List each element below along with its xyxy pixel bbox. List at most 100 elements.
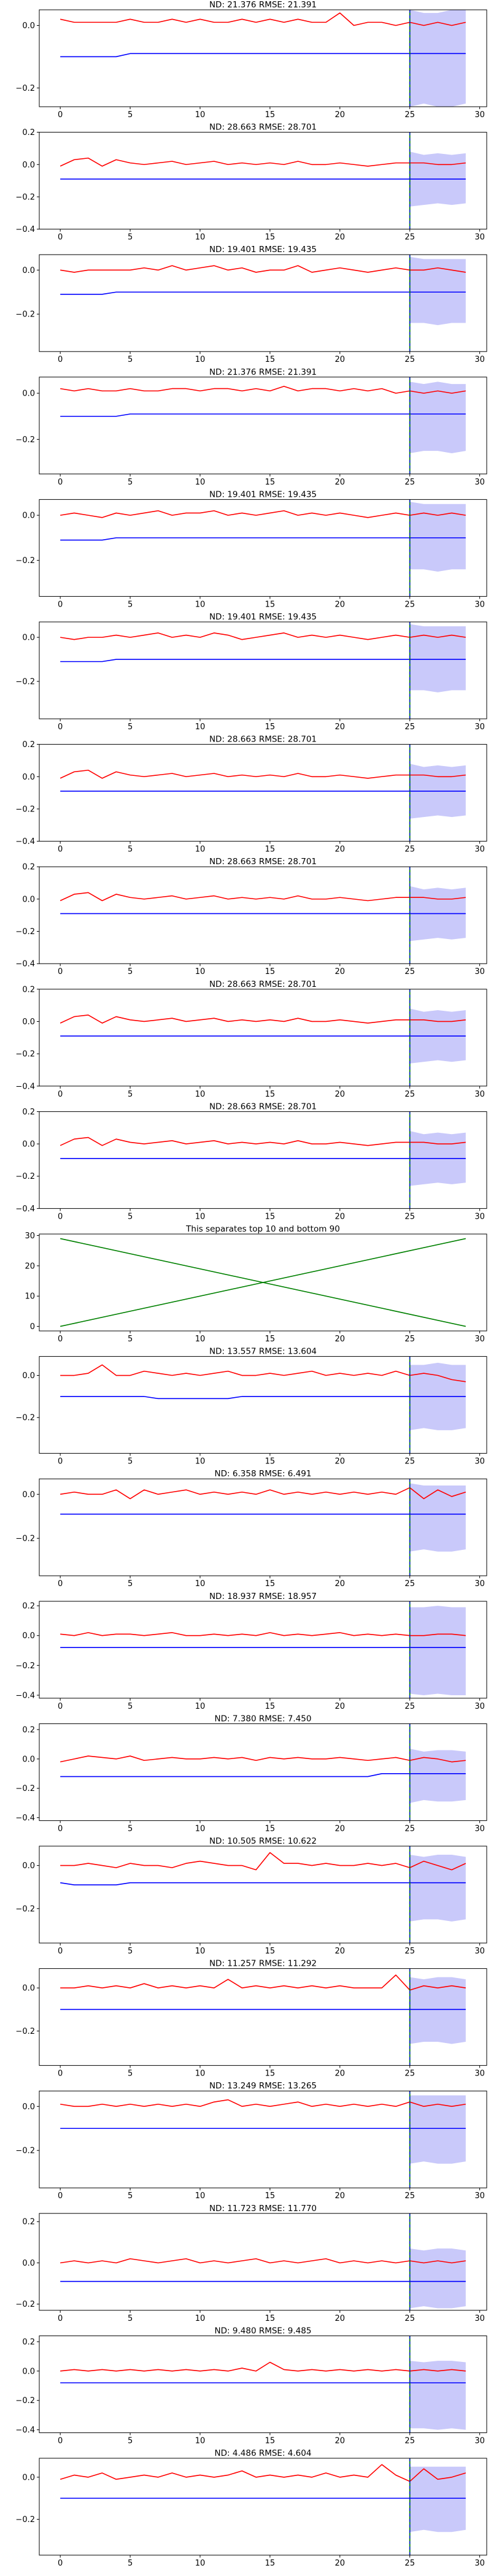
chart-title: ND: 6.358 RMSE: 6.491 <box>215 1469 312 1479</box>
y-tick-label: −0.4 <box>15 960 35 969</box>
chart-title: ND: 19.401 RMSE: 19.435 <box>209 489 317 499</box>
prediction-band <box>409 2466 466 2532</box>
x-tick-label: 15 <box>265 2314 276 2323</box>
x-tick-label: 5 <box>128 478 133 487</box>
x-tick-label: 10 <box>195 355 206 364</box>
chart-panel: ND: 28.663 RMSE: 28.701 0 5 10 15 20 25 30 −0.4 −… <box>15 857 487 976</box>
chart-title: ND: 4.486 RMSE: 4.604 <box>215 2448 312 2458</box>
x-tick-label: 10 <box>195 967 206 976</box>
x-tick-label: 30 <box>474 723 485 732</box>
axes-frame <box>39 2458 487 2556</box>
x-tick-label: 30 <box>474 1579 485 1589</box>
y-tick-label: 0.0 <box>22 1018 35 1027</box>
prediction-band <box>409 1749 466 1803</box>
x-tick-label: 20 <box>335 1335 346 1344</box>
x-tick-label: 15 <box>265 1090 276 1099</box>
chart-panel: ND: 9.480 RMSE: 9.485 0 5 10 15 20 25 30 −0.4 −0.… <box>15 2326 487 2445</box>
x-tick-label: 10 <box>195 478 206 487</box>
y-tick-label: −0.2 <box>15 310 35 320</box>
x-tick-label: 20 <box>335 233 346 242</box>
prediction-band <box>409 2361 466 2430</box>
x-tick-label: 30 <box>474 478 485 487</box>
axes-frame <box>39 1478 487 1576</box>
x-tick-label: 0 <box>58 1090 63 1099</box>
chart-title: ND: 13.249 RMSE: 13.265 <box>209 2081 317 2091</box>
x-tick-label: 20 <box>335 2314 346 2323</box>
prediction-band <box>409 624 466 692</box>
x-tick-label: 25 <box>404 1824 415 1833</box>
series-line-red <box>60 1632 466 1636</box>
prediction-band <box>409 2095 466 2164</box>
x-tick-label: 10 <box>195 1212 206 1221</box>
y-tick-label: −0.2 <box>15 84 35 93</box>
x-tick-label: 25 <box>404 2314 415 2323</box>
x-tick-label: 30 <box>474 2069 485 2079</box>
series-line-blue <box>60 413 466 417</box>
x-tick-label: 30 <box>474 2191 485 2201</box>
x-tick-label: 30 <box>474 2314 485 2323</box>
x-tick-label: 30 <box>474 600 485 609</box>
series-line-red <box>60 1755 466 1763</box>
x-tick-label: 5 <box>128 1702 133 1711</box>
prediction-band <box>409 1977 466 2044</box>
prediction-band <box>409 1483 466 1552</box>
chart-title: ND: 21.376 RMSE: 21.391 <box>209 0 317 10</box>
y-tick-label: −0.2 <box>15 2147 35 2156</box>
x-tick-label: 20 <box>335 1824 346 1833</box>
x-tick-label: 0 <box>58 2436 63 2445</box>
x-tick-label: 10 <box>195 2191 206 2201</box>
prediction-band <box>409 1855 466 1922</box>
axes-frame <box>39 1723 487 1821</box>
x-tick-label: 25 <box>404 110 415 120</box>
x-tick-label: 30 <box>474 1947 485 1956</box>
y-tick-label: 0.2 <box>22 2218 35 2227</box>
y-tick-label: −0.4 <box>15 2426 35 2435</box>
x-tick-label: 5 <box>128 2314 133 2323</box>
x-tick-label: 0 <box>58 2314 63 2323</box>
x-tick-label: 5 <box>128 2191 133 2201</box>
x-tick-label: 15 <box>265 478 276 487</box>
prediction-band <box>409 1606 466 1695</box>
x-tick-label: 0 <box>58 845 63 854</box>
x-tick-label: 15 <box>265 355 276 364</box>
x-tick-label: 0 <box>58 1579 63 1589</box>
y-tick-label: 0.0 <box>22 1371 35 1381</box>
y-tick-label: 0.0 <box>22 634 35 643</box>
chart-panel: ND: 11.257 RMSE: 11.292 0 5 10 15 20 25 30 −0.2 0… <box>15 1959 487 2079</box>
chart-panel: ND: 4.486 RMSE: 4.604 0 5 10 15 20 25 30 −0.2 0.0 <box>15 2448 487 2568</box>
x-tick-label: 5 <box>128 1212 133 1221</box>
x-tick-label: 25 <box>404 1947 415 1956</box>
x-tick-label: 25 <box>404 600 415 609</box>
y-tick-label: −0.4 <box>15 225 35 234</box>
y-tick-label: −0.2 <box>15 556 35 565</box>
x-tick-label: 0 <box>58 2191 63 2201</box>
y-tick-label: −0.2 <box>15 1662 35 1671</box>
series-line-blue <box>60 291 466 295</box>
x-tick-label: 30 <box>474 1702 485 1711</box>
y-tick-label: 0.0 <box>22 2259 35 2268</box>
series-line-red <box>60 2361 466 2372</box>
x-tick-label: 25 <box>404 478 415 487</box>
x-tick-label: 15 <box>265 1335 276 1344</box>
x-tick-label: 10 <box>195 723 206 732</box>
prediction-band <box>409 2248 466 2309</box>
y-tick-label: −0.4 <box>15 1814 35 1823</box>
x-tick-label: 25 <box>404 1090 415 1099</box>
x-tick-label: 15 <box>265 723 276 732</box>
axes-frame <box>39 9 487 107</box>
chart-panel: This separates top 10 and bottom 90 0 5 10 1… <box>25 1224 487 1344</box>
x-tick-label: 15 <box>265 233 276 242</box>
axes-frame <box>39 2213 487 2311</box>
series-line-red <box>60 265 466 273</box>
axes-frame <box>39 866 487 964</box>
x-tick-label: 15 <box>265 967 276 976</box>
x-tick-label: 10 <box>195 2314 206 2323</box>
x-tick-label: 15 <box>265 2559 276 2568</box>
y-tick-label: 0.0 <box>22 1140 35 1149</box>
axes-frame <box>39 621 487 719</box>
series-line-red <box>60 12 466 26</box>
y-tick-label: 0.0 <box>22 1490 35 1500</box>
x-tick-label: 20 <box>335 600 346 609</box>
x-tick-label: 25 <box>404 2069 415 2079</box>
